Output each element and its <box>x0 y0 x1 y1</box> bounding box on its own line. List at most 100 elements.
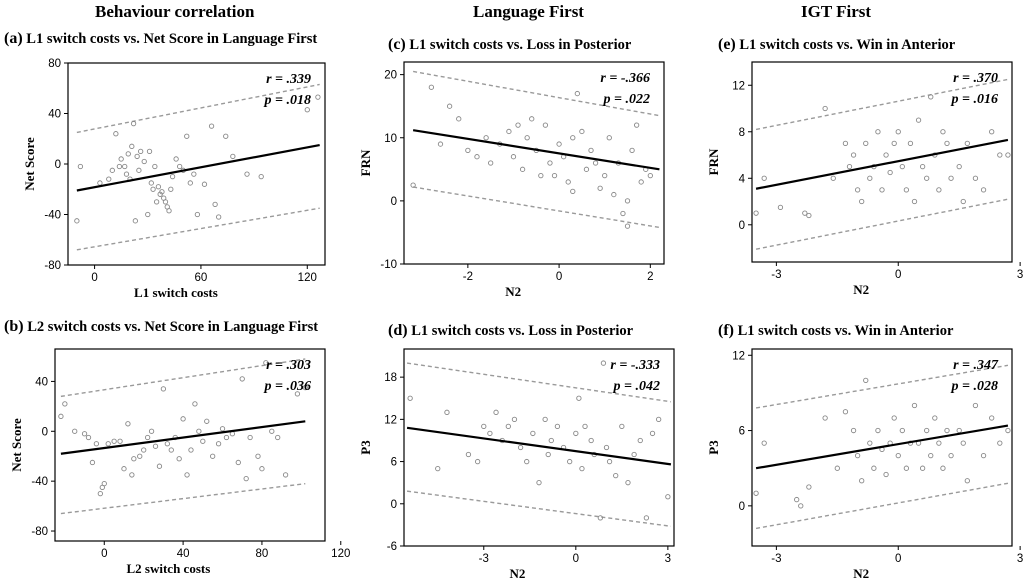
data-point <box>153 199 160 205</box>
data-point <box>157 191 163 197</box>
data-point <box>582 423 588 430</box>
ci-upper-line <box>60 358 306 398</box>
panel-letter: (d) <box>388 322 408 339</box>
data-point <box>200 438 206 444</box>
data-point <box>243 476 249 482</box>
data-point <box>215 441 222 447</box>
data-point <box>830 175 836 181</box>
data-point <box>867 175 873 181</box>
y-tick-label: 80 <box>48 58 61 70</box>
data-point <box>911 402 918 409</box>
plot-frame <box>751 61 1013 263</box>
x-tick-label: 2 <box>647 271 653 283</box>
data-point <box>122 163 128 170</box>
column-heading-language-first: Language First <box>473 2 584 21</box>
data-point <box>919 465 926 471</box>
data-point <box>956 164 962 170</box>
regression-line <box>406 426 672 466</box>
data-point <box>428 84 435 90</box>
data-point <box>223 133 229 139</box>
data-point <box>570 188 576 195</box>
data-point <box>643 166 649 172</box>
y-axis-label: Net Score <box>9 418 24 472</box>
data-point <box>255 453 261 459</box>
data-point <box>611 191 617 198</box>
y-axis-label: P3 <box>358 440 373 455</box>
data-point <box>591 451 597 458</box>
data-point <box>184 472 190 478</box>
data-point <box>97 180 103 186</box>
plot-frame <box>751 348 1013 547</box>
panel-title-text: L1 switch costs vs. Win in Anterior <box>735 37 956 53</box>
y-tick-label: 10 <box>384 133 397 145</box>
data-point <box>258 173 264 180</box>
data-point <box>168 186 174 192</box>
data-point <box>168 447 174 453</box>
data-point <box>859 478 865 484</box>
data-point <box>1005 152 1011 158</box>
data-point <box>127 176 133 182</box>
r-value-label: r = .370 <box>953 71 998 86</box>
data-point <box>615 160 622 166</box>
data-point <box>184 133 190 139</box>
data-point <box>407 395 413 401</box>
regression-line <box>755 138 1009 190</box>
x-axis-label: N2 <box>853 566 869 581</box>
data-point <box>656 416 662 423</box>
panel-title-b: (b) L2 switch costs vs. Net Score in Lan… <box>4 318 318 336</box>
y-tick-label: 20 <box>384 70 397 82</box>
data-point <box>576 395 582 401</box>
data-point <box>989 129 995 135</box>
data-point <box>111 438 117 444</box>
data-point <box>915 440 922 446</box>
ci-upper-line <box>76 83 320 134</box>
data-point <box>863 377 869 384</box>
data-point <box>637 437 643 444</box>
data-point <box>533 147 539 154</box>
regression-line <box>60 420 306 455</box>
data-point <box>932 152 938 158</box>
data-point <box>842 409 849 415</box>
x-tick-label: -3 <box>479 553 489 565</box>
column-heading-igt-first: IGT First <box>801 2 872 21</box>
data-point <box>196 428 202 434</box>
panel-letter: (a) <box>4 30 23 47</box>
data-point <box>948 453 954 459</box>
data-point <box>148 428 155 434</box>
data-point <box>275 434 281 441</box>
data-point <box>579 128 585 135</box>
y-axis-label: P3 <box>706 440 721 455</box>
data-point <box>294 391 301 397</box>
data-point <box>592 160 599 166</box>
x-tick-label: 0 <box>573 553 579 565</box>
p-value-label: p = .022 <box>603 92 650 107</box>
data-point <box>117 438 123 444</box>
panel-letter: (c) <box>388 36 406 53</box>
y-tick-label: 40 <box>35 376 48 388</box>
ci-lower-line <box>413 186 660 229</box>
data-point <box>542 122 549 128</box>
data-point <box>944 140 950 147</box>
data-point <box>891 415 897 421</box>
y-tick-label: 12 <box>384 414 397 426</box>
data-point <box>497 141 503 147</box>
panel-title-e: (e) L1 switch costs vs. Win in Anterior <box>718 36 955 54</box>
data-point <box>212 201 218 208</box>
data-point <box>891 140 897 147</box>
data-point <box>649 430 656 437</box>
data-point <box>156 463 163 469</box>
x-axis-label: L1 switch costs <box>134 285 218 300</box>
x-axis-label: L2 switch costs <box>127 561 211 576</box>
data-point <box>488 160 494 166</box>
data-point <box>798 503 804 509</box>
x-tick-label: 60 <box>195 272 208 284</box>
data-point <box>928 94 934 100</box>
y-tick-label: 4 <box>739 173 746 185</box>
data-point <box>753 490 759 496</box>
data-point <box>887 169 893 176</box>
data-point <box>915 117 922 123</box>
ci-upper-line <box>755 364 1009 409</box>
data-point <box>72 428 78 434</box>
